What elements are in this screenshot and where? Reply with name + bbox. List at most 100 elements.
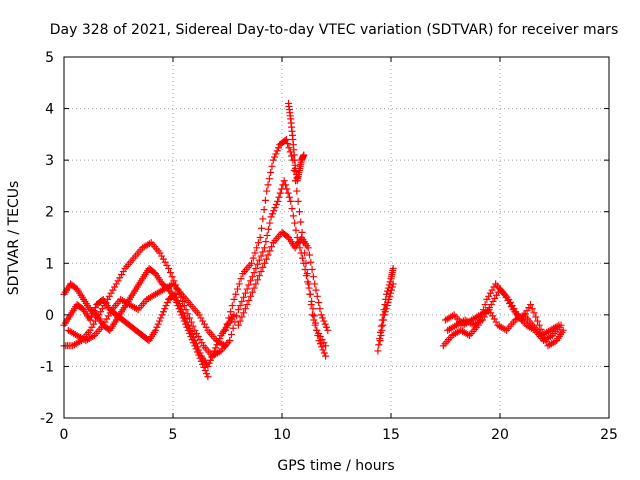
data-point xyxy=(295,208,303,216)
data-point xyxy=(175,305,183,313)
data-point xyxy=(186,329,194,337)
data-point xyxy=(382,305,390,313)
data-point xyxy=(297,218,305,226)
data-point xyxy=(308,297,316,305)
data-point xyxy=(245,281,253,289)
data-point xyxy=(256,234,264,241)
data-point xyxy=(180,302,188,310)
data-point xyxy=(284,140,292,148)
data-point xyxy=(381,308,389,316)
data-point xyxy=(116,274,124,282)
data-point xyxy=(159,308,167,316)
data-point xyxy=(254,239,262,247)
data-point xyxy=(302,272,310,280)
data-point xyxy=(236,317,244,325)
data-point xyxy=(195,351,203,359)
data-point xyxy=(266,247,274,255)
data-point xyxy=(223,320,231,328)
data-point xyxy=(316,340,324,348)
data-point xyxy=(241,289,249,297)
chart-title: Day 328 of 2021, Sidereal Day-to-day VTE… xyxy=(50,22,618,38)
data-point xyxy=(240,293,248,301)
data-point xyxy=(319,314,327,322)
data-point xyxy=(301,265,309,273)
data-point xyxy=(187,333,195,341)
data-point xyxy=(199,360,207,368)
data-point xyxy=(212,344,220,352)
data-point xyxy=(114,277,122,285)
data-point xyxy=(248,273,256,281)
data-point xyxy=(101,318,109,326)
data-point xyxy=(189,339,197,347)
data-point xyxy=(273,147,281,155)
data-point xyxy=(387,286,395,294)
data-point xyxy=(292,226,300,234)
data-point xyxy=(375,341,383,349)
data-point xyxy=(252,280,260,288)
data-point xyxy=(270,207,278,215)
data-point xyxy=(201,367,209,375)
data-point xyxy=(490,283,498,291)
data-point xyxy=(269,156,277,164)
data-point xyxy=(258,224,266,232)
data-point xyxy=(300,151,308,159)
data-point xyxy=(193,348,201,356)
data-point xyxy=(305,251,313,259)
data-point xyxy=(187,318,195,326)
data-point xyxy=(252,264,260,272)
data-point xyxy=(162,302,170,310)
data-point xyxy=(158,252,166,260)
y-tick-label: 0 xyxy=(45,308,54,324)
data-point xyxy=(285,193,293,201)
data-point xyxy=(312,286,320,294)
data-point xyxy=(485,292,493,300)
data-point xyxy=(317,311,325,319)
x-tick-label: 0 xyxy=(60,427,69,443)
data-point xyxy=(275,193,283,201)
data-point xyxy=(248,288,256,296)
data-point xyxy=(247,292,255,300)
data-point xyxy=(386,292,394,300)
data-point xyxy=(283,185,291,193)
y-tick-label: -1 xyxy=(40,359,54,375)
data-point xyxy=(300,259,308,267)
y-tick-label: 2 xyxy=(45,205,54,221)
series-segment-8 xyxy=(285,99,308,185)
data-point xyxy=(525,304,533,312)
data-points xyxy=(60,99,567,381)
data-point xyxy=(200,320,208,328)
data-point xyxy=(238,313,246,321)
data-point xyxy=(309,311,317,319)
data-point xyxy=(243,301,251,309)
data-point xyxy=(320,317,328,325)
data-point xyxy=(203,370,211,378)
data-point xyxy=(559,326,567,334)
data-point xyxy=(157,314,165,322)
data-point xyxy=(259,248,267,256)
data-point xyxy=(298,254,306,262)
data-point xyxy=(322,352,330,360)
data-point xyxy=(383,302,391,310)
data-point xyxy=(533,317,541,325)
data-point xyxy=(291,219,299,227)
data-point xyxy=(261,259,269,267)
data-point xyxy=(257,252,265,260)
y-tick-label: 1 xyxy=(45,256,54,272)
data-point xyxy=(112,280,120,288)
data-point xyxy=(196,336,204,344)
data-point xyxy=(288,205,296,213)
y-tick-label: 4 xyxy=(45,102,54,118)
data-point xyxy=(259,215,267,223)
data-point xyxy=(236,302,244,310)
data-point xyxy=(183,323,191,331)
data-point xyxy=(238,297,246,305)
data-point xyxy=(285,144,293,152)
data-point xyxy=(491,294,499,302)
axis-ticks: 0 5 10 15 20 25 -2 -1 0 1 2 3 4 5 xyxy=(40,50,618,443)
data-point xyxy=(109,286,117,294)
data-point xyxy=(268,210,276,218)
data-point xyxy=(154,320,162,328)
data-point xyxy=(232,290,240,298)
data-point xyxy=(191,342,199,350)
data-point xyxy=(184,326,192,334)
